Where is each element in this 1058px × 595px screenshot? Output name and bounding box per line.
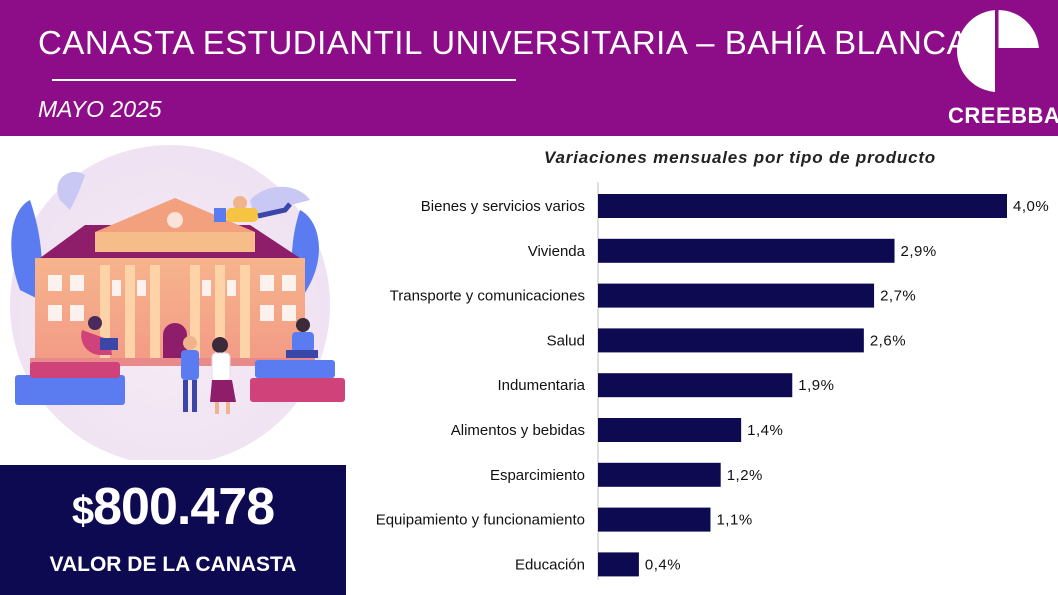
creebba-logo-icon xyxy=(957,9,1040,93)
value-label: 1,4% xyxy=(747,422,783,439)
bar xyxy=(598,194,1007,218)
category-label: Salud xyxy=(547,332,585,349)
bar xyxy=(598,507,711,532)
basket-value: $800.478 xyxy=(0,477,346,537)
university-building-illustration xyxy=(10,145,345,460)
page-title: CANASTA ESTUDIANTIL UNIVERSITARIA – BAHÍ… xyxy=(38,24,970,61)
category-label: Indumentaria xyxy=(497,377,585,394)
title-divider xyxy=(52,79,516,81)
bar xyxy=(598,373,793,398)
chart-title: Variaciones mensuales por tipo de produc… xyxy=(544,148,936,167)
value-label: 4,0% xyxy=(1013,198,1049,215)
category-label: Transporte y comunicaciones xyxy=(390,288,585,305)
category-label: Esparcimiento xyxy=(490,467,585,484)
bar xyxy=(598,283,875,308)
value-label: 1,9% xyxy=(798,377,834,394)
bar-chart: Bienes y servicios varios 4,0% Vivienda 2,9… xyxy=(376,182,1049,580)
basket-amount: 800.478 xyxy=(93,478,275,536)
bar xyxy=(598,418,742,442)
value-label: 2,6% xyxy=(870,332,906,349)
value-label: 2,7% xyxy=(880,288,916,305)
header-banner: CANASTA ESTUDIANTIL UNIVERSITARIA – BAHÍ… xyxy=(0,0,1058,136)
bar xyxy=(598,238,895,263)
page-subtitle: MAYO 2025 xyxy=(38,96,162,122)
currency-symbol: $ xyxy=(71,489,94,533)
basket-value-label: VALOR DE LA CANASTA xyxy=(49,553,297,576)
category-label: Educación xyxy=(515,556,585,573)
bar xyxy=(598,328,864,353)
logo-text: CREEBBA xyxy=(948,103,1058,128)
value-label: 2,9% xyxy=(901,243,937,260)
category-label: Equipamiento y funcionamiento xyxy=(376,512,585,529)
value-label: 0,4% xyxy=(645,556,681,573)
bar xyxy=(598,552,639,577)
category-label: Vivienda xyxy=(528,243,586,260)
category-label: Bienes y servicios varios xyxy=(421,198,585,215)
bar xyxy=(598,462,721,487)
value-label: 1,1% xyxy=(716,512,752,529)
value-label: 1,2% xyxy=(727,467,763,484)
basket-value-box: $800.478 VALOR DE LA CANASTA xyxy=(0,465,346,595)
category-label: Alimentos y bebidas xyxy=(451,422,585,439)
